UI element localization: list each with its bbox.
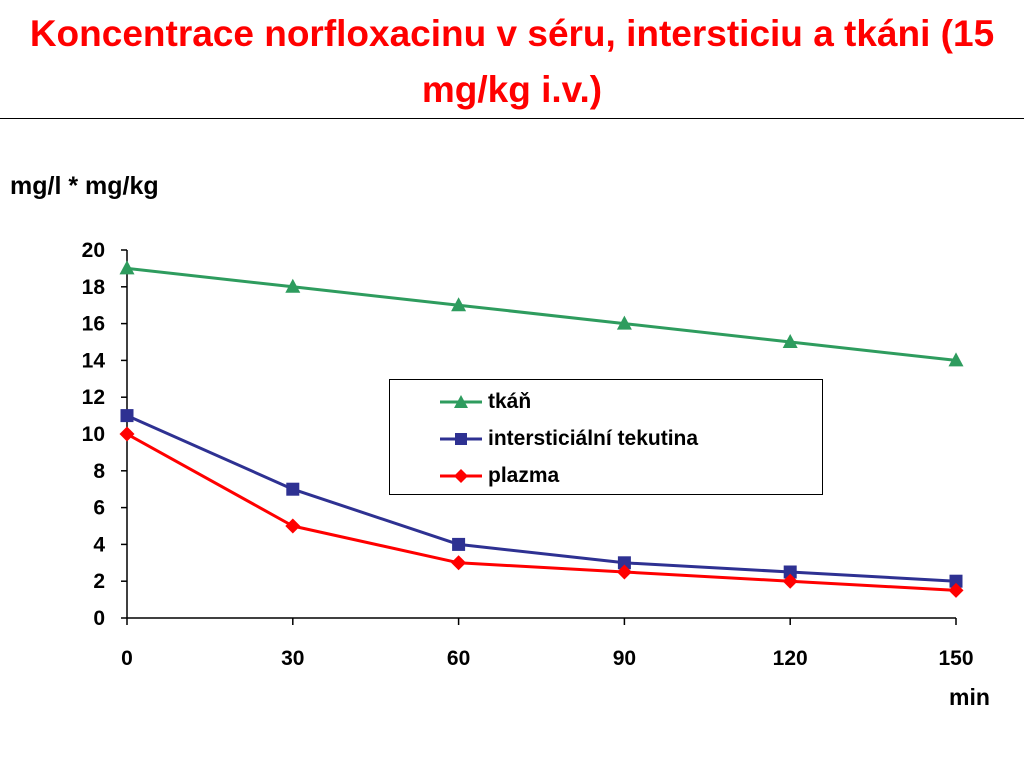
y-tick-label: 4 xyxy=(93,533,105,556)
legend-swatch-square xyxy=(440,433,482,445)
x-tick-label: 0 xyxy=(121,647,133,670)
data-point-square xyxy=(949,574,963,588)
series-line-0 xyxy=(126,266,957,362)
data-point-triangle xyxy=(285,278,301,293)
legend-swatch-triangle xyxy=(440,395,482,408)
legend-item-intersticialni-tekutina: intersticiální tekutina xyxy=(440,424,698,454)
chart-legend: tkáň intersticiální tekutina plazma xyxy=(389,379,823,495)
y-axis-label: mg/l * mg/kg xyxy=(10,172,159,200)
legend-item-plazma: plazma xyxy=(440,461,559,491)
y-tick-label: 6 xyxy=(93,497,105,520)
x-axis-label: min xyxy=(949,684,990,710)
data-point-square xyxy=(783,565,797,579)
y-tick-label: 18 xyxy=(82,276,106,299)
y-tick-label: 16 xyxy=(82,313,105,336)
x-tick-label: 60 xyxy=(447,647,470,670)
y-tick-label: 10 xyxy=(82,423,105,446)
title-divider xyxy=(0,118,1024,119)
data-point-square xyxy=(286,482,300,496)
legend-item-tkan: tkáň xyxy=(440,387,531,417)
data-point-diamond xyxy=(782,573,798,589)
data-point-triangle xyxy=(119,260,135,275)
data-point-diamond xyxy=(451,555,467,571)
data-point-diamond xyxy=(119,426,135,442)
y-tick-label: 12 xyxy=(82,386,105,409)
data-point-diamond xyxy=(285,518,301,534)
x-tick-label: 90 xyxy=(613,647,636,670)
data-point-triangle xyxy=(616,315,632,330)
legend-label: tkáň xyxy=(488,390,532,413)
y-tick-label: 14 xyxy=(82,349,106,372)
data-point-square xyxy=(617,556,631,570)
data-point-diamond xyxy=(616,564,632,580)
data-point-triangle xyxy=(948,352,964,367)
data-point-diamond xyxy=(948,582,964,598)
x-tick-label: 120 xyxy=(773,647,808,670)
legend-swatch-diamond xyxy=(440,469,482,483)
y-tick-label: 0 xyxy=(93,607,105,630)
series-line-2 xyxy=(126,432,957,592)
series-line-1 xyxy=(126,414,957,583)
legend-label: intersticiální tekutina xyxy=(488,427,699,450)
data-point-triangle xyxy=(451,297,467,312)
data-point-square xyxy=(120,409,134,423)
y-tick-label: 2 xyxy=(93,570,105,593)
data-point-triangle xyxy=(782,334,798,348)
x-tick-label: 30 xyxy=(281,647,304,670)
y-tick-label: 20 xyxy=(82,239,105,262)
x-tick-label: 150 xyxy=(938,647,973,670)
legend-label: plazma xyxy=(488,464,560,487)
y-tick-label: 8 xyxy=(93,460,105,483)
slide-title: Koncentrace norfloxacinu v séru, interst… xyxy=(29,13,995,110)
data-point-square xyxy=(452,537,466,551)
